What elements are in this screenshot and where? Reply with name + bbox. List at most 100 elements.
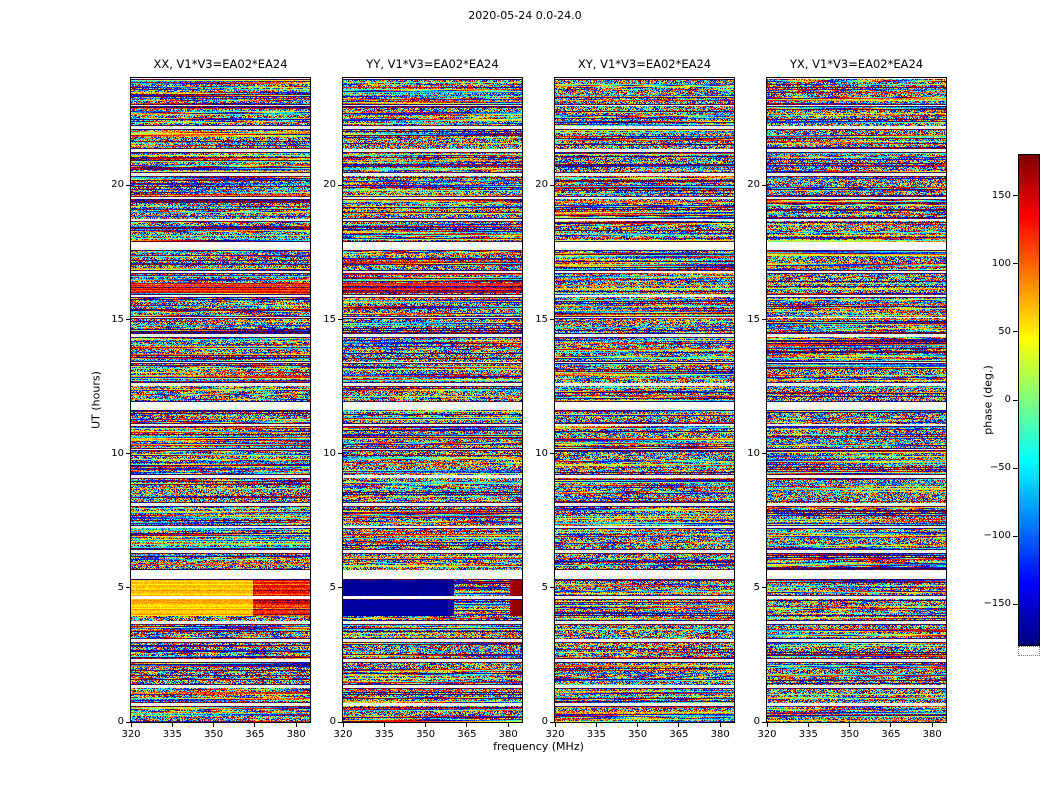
y-axis-label: UT (hours) <box>89 371 103 429</box>
y-tick-label: 20 <box>747 179 760 191</box>
y-tick-label: 15 <box>111 313 124 325</box>
panel-title-yx: YX, V1*V3=EA02*EA24 <box>789 57 924 71</box>
heatmap-panel-xx <box>130 77 311 723</box>
y-tick-mark <box>338 587 342 589</box>
colorbar-tick-mark <box>1013 195 1018 197</box>
x-tick-mark <box>507 723 509 727</box>
y-tick-mark <box>550 319 554 320</box>
y-tick-mark <box>126 453 130 455</box>
colorbar-tick-mark <box>1013 331 1018 333</box>
colorbar-tick-mark <box>1013 603 1018 605</box>
y-tick-label: 0 <box>753 716 760 727</box>
x-tick-mark <box>719 723 721 727</box>
x-tick-label: 380 <box>498 729 518 740</box>
colorbar-tick-label: 50 <box>998 325 1011 337</box>
colorbar-tick-label: 0 <box>1004 394 1011 405</box>
colorbar-tick-mark <box>1013 263 1018 265</box>
x-tick-label: 350 <box>204 729 224 740</box>
x-tick-mark <box>383 723 385 727</box>
colorbar <box>1018 154 1040 646</box>
y-tick-mark <box>550 453 554 455</box>
x-tick-mark <box>425 723 427 727</box>
y-tick-mark <box>126 587 130 589</box>
x-tick-label: 380 <box>710 729 730 740</box>
y-tick-label: 0 <box>117 716 124 727</box>
y-tick-label: 10 <box>111 447 124 459</box>
y-tick-label: 5 <box>753 581 760 593</box>
y-tick-label: 15 <box>747 313 760 325</box>
y-tick-label: 5 <box>117 581 124 593</box>
heatmap-panel-yx <box>766 77 947 723</box>
colorbar-tick-label: 150 <box>991 189 1011 201</box>
y-tick-label: 5 <box>541 581 548 593</box>
y-tick-mark <box>338 319 342 320</box>
y-tick-label: 0 <box>541 716 548 727</box>
x-tick-label: 335 <box>162 729 182 740</box>
colorbar-tick-label: −150 <box>983 598 1011 610</box>
y-tick-mark <box>126 319 130 320</box>
x-tick-label: 350 <box>416 729 436 740</box>
x-tick-label: 365 <box>457 729 477 740</box>
colorbar-tick-mark <box>1013 399 1018 401</box>
y-tick-mark <box>550 587 554 589</box>
x-tick-label: 380 <box>922 729 942 740</box>
y-tick-mark <box>338 453 342 455</box>
x-tick-label: 380 <box>286 729 306 740</box>
x-tick-mark <box>254 723 256 727</box>
x-tick-mark <box>766 723 768 727</box>
x-tick-mark <box>678 723 680 727</box>
heatmap-panel-yy <box>342 77 523 723</box>
y-tick-mark <box>762 319 766 320</box>
x-tick-mark <box>342 723 344 727</box>
colorbar-tick-label: −50 <box>989 462 1011 474</box>
x-tick-label: 350 <box>840 729 860 740</box>
y-tick-mark <box>762 587 766 589</box>
heatmap-panel-xy <box>554 77 735 723</box>
y-tick-label: 20 <box>535 179 548 191</box>
x-tick-mark <box>890 723 892 727</box>
x-tick-label: 335 <box>374 729 394 740</box>
x-tick-label: 320 <box>545 729 565 740</box>
panel-title-xx: XX, V1*V3=EA02*EA24 <box>153 57 288 71</box>
y-tick-mark <box>762 453 766 455</box>
x-tick-mark <box>130 723 132 727</box>
x-tick-mark <box>931 723 933 727</box>
x-tick-label: 365 <box>669 729 689 740</box>
x-tick-mark <box>637 723 639 727</box>
y-tick-mark <box>550 184 554 186</box>
x-tick-label: 320 <box>757 729 777 740</box>
y-tick-label: 15 <box>535 313 548 325</box>
y-tick-label: 15 <box>323 313 336 325</box>
x-tick-mark <box>554 723 556 727</box>
colorbar-tick-mark <box>1013 535 1018 537</box>
y-tick-label: 20 <box>111 179 124 191</box>
colorbar-tick-label: 100 <box>991 257 1011 269</box>
y-tick-mark <box>550 721 554 723</box>
y-tick-mark <box>762 721 766 723</box>
x-tick-mark <box>295 723 297 727</box>
x-tick-label: 365 <box>881 729 901 740</box>
y-tick-mark <box>126 721 130 723</box>
y-tick-label: 10 <box>323 447 336 459</box>
x-tick-mark <box>466 723 468 727</box>
panel-title-xy: XY, V1*V3=EA02*EA24 <box>577 57 712 71</box>
x-tick-label: 335 <box>586 729 606 740</box>
x-tick-mark <box>171 723 173 727</box>
colorbar-tick-label: −100 <box>983 530 1011 542</box>
x-tick-mark <box>807 723 809 727</box>
x-axis-label: frequency (MHz) <box>493 740 584 753</box>
x-tick-label: 350 <box>628 729 648 740</box>
panel-title-yy: YY, V1*V3=EA02*EA24 <box>366 57 499 71</box>
y-tick-label: 5 <box>329 581 336 593</box>
y-tick-mark <box>338 184 342 186</box>
y-tick-label: 0 <box>329 716 336 727</box>
y-tick-mark <box>338 721 342 723</box>
colorbar-extension <box>1018 646 1040 656</box>
x-tick-mark <box>595 723 597 727</box>
x-tick-mark <box>849 723 851 727</box>
y-tick-label: 10 <box>535 447 548 459</box>
y-tick-mark <box>762 184 766 186</box>
x-tick-label: 320 <box>333 729 353 740</box>
y-tick-mark <box>126 184 130 186</box>
